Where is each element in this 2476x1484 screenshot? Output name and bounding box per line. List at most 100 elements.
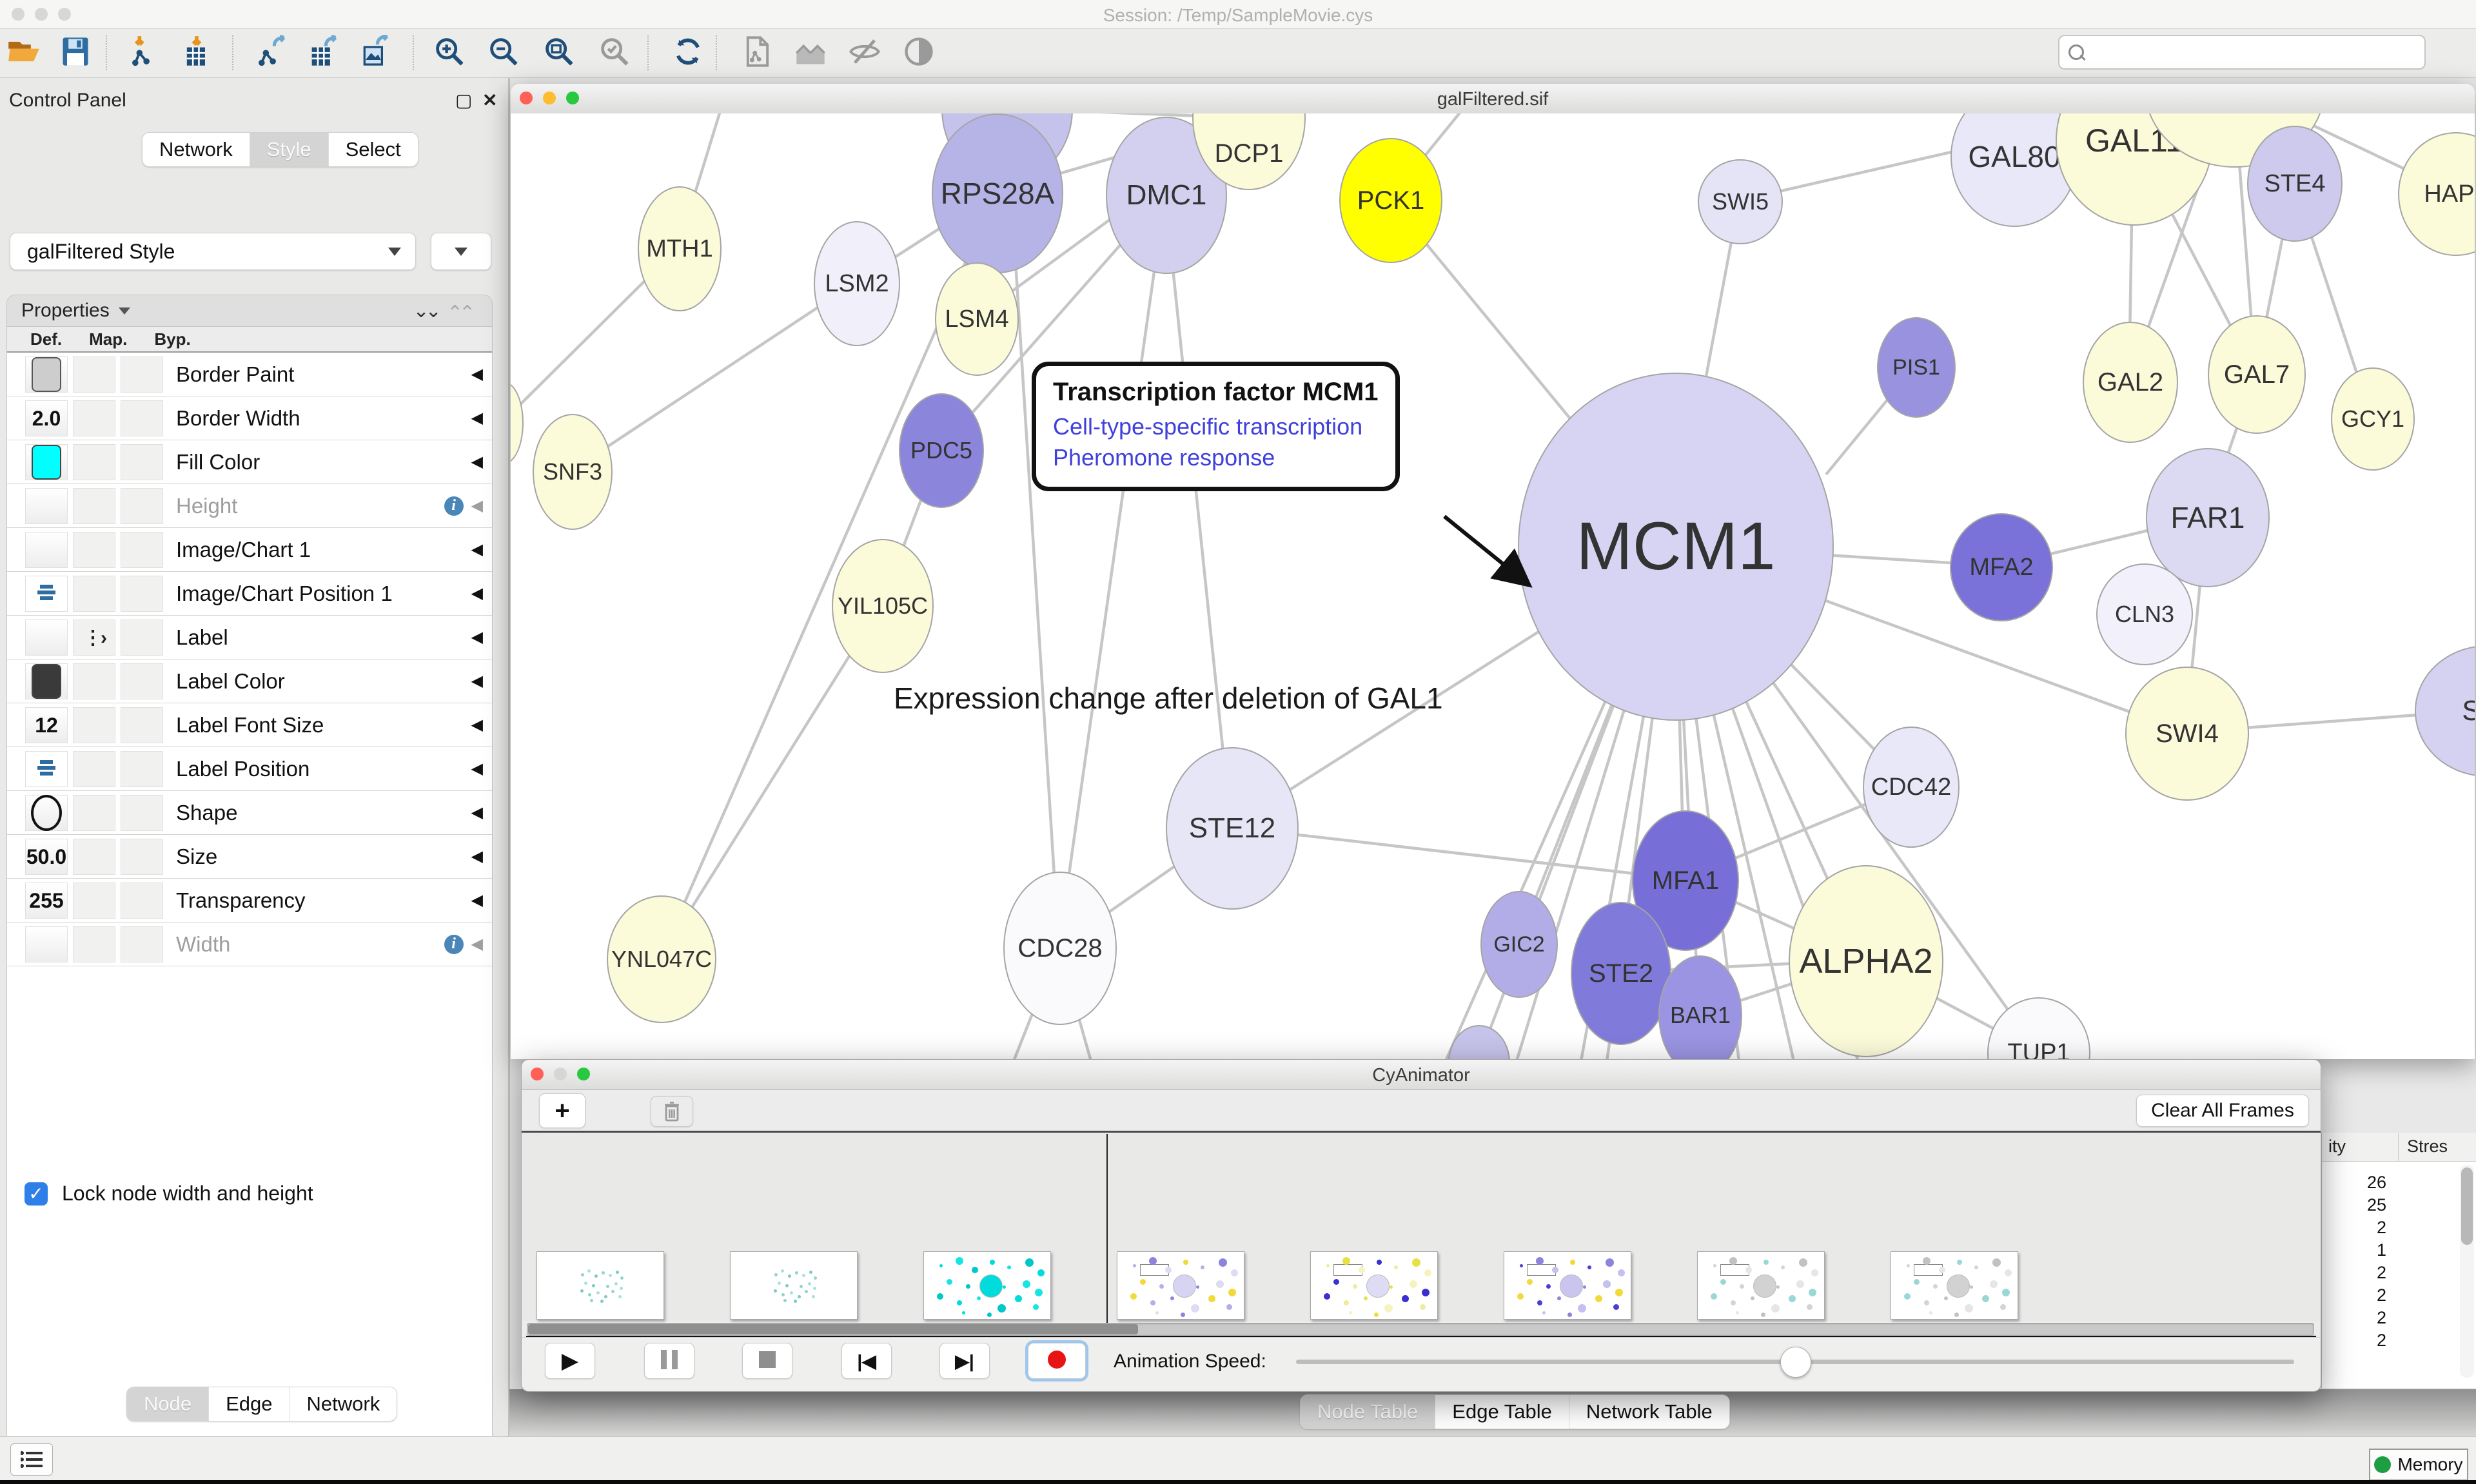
expand-property-icon[interactable]: ◀: [471, 585, 483, 602]
style-tab-network[interactable]: Network: [290, 1387, 397, 1421]
default-cell[interactable]: 50.0: [25, 839, 68, 875]
expand-property-icon[interactable]: ◀: [471, 541, 483, 558]
bypass-cell[interactable]: [121, 883, 163, 919]
mapping-cell[interactable]: [73, 576, 115, 612]
maximize-icon[interactable]: [566, 92, 579, 104]
delete-frame-button[interactable]: [651, 1096, 693, 1127]
zoom-fit-button[interactable]: [540, 34, 578, 72]
network-node-MTH1[interactable]: MTH1: [638, 186, 722, 311]
show-all-button[interactable]: [900, 34, 938, 72]
property-row-fill-color[interactable]: Fill Color ◀: [7, 440, 492, 484]
open-session-button[interactable]: [5, 34, 43, 72]
bypass-cell[interactable]: [121, 795, 163, 831]
network-node-STE4[interactable]: STE4: [2247, 126, 2343, 242]
minimize-icon[interactable]: [543, 92, 556, 104]
bypass-cell[interactable]: [121, 751, 163, 787]
network-node-FAR1[interactable]: FAR1: [2146, 448, 2270, 587]
position-icon[interactable]: [35, 585, 57, 603]
network-node-RPS28A[interactable]: RPS28A: [932, 113, 1063, 273]
style-tab-node[interactable]: Node: [127, 1387, 210, 1421]
ellipse-shape-icon[interactable]: [31, 795, 62, 831]
mapping-cell[interactable]: ⋮›: [73, 620, 115, 656]
network-window-titlebar[interactable]: galFiltered.sif: [511, 84, 2475, 114]
group-nodes-button[interactable]: [792, 34, 829, 72]
frame-thumbnail-7[interactable]: [1697, 1251, 1825, 1320]
zoom-selected-button[interactable]: [596, 34, 633, 72]
default-cell[interactable]: [25, 751, 68, 787]
network-node-DMC1[interactable]: DMC1: [1106, 117, 1227, 274]
cyanimator-timeline[interactable]: 0123456789 Seconds: [522, 1133, 2320, 1396]
property-row-border-paint[interactable]: Border Paint ◀: [7, 353, 492, 396]
discrete-mapping-icon[interactable]: ⋮›: [83, 627, 107, 649]
expand-property-icon[interactable]: i ◀: [444, 923, 483, 966]
close-icon[interactable]: [531, 1068, 544, 1080]
expand-property-icon[interactable]: i ◀: [444, 484, 483, 527]
default-cell[interactable]: [25, 488, 68, 524]
expand-property-icon[interactable]: ◀: [471, 672, 483, 690]
network-file-button[interactable]: [739, 34, 776, 72]
column-header[interactable]: ity: [2328, 1137, 2346, 1156]
maximize-icon[interactable]: [577, 1068, 590, 1080]
timeline-playhead[interactable]: [1106, 1134, 1108, 1336]
mapping-cell[interactable]: [73, 444, 115, 480]
mapping-cell[interactable]: [73, 488, 115, 524]
zoom-out-button[interactable]: [485, 34, 522, 72]
network-node-GAL2[interactable]: GAL2: [2083, 322, 2178, 443]
network-node-GCY1[interactable]: GCY1: [2331, 367, 2415, 471]
mapping-cell[interactable]: [73, 356, 115, 393]
default-cell[interactable]: 12: [25, 707, 68, 743]
network-node-SNF3[interactable]: SNF3: [533, 414, 613, 530]
refresh-button[interactable]: [669, 34, 707, 72]
frame-thumbnail-3[interactable]: [923, 1251, 1051, 1320]
property-row-border-width[interactable]: 2.0 Border Width ◀: [7, 396, 492, 440]
network-node-PCK1[interactable]: PCK1: [1339, 138, 1442, 263]
expand-property-icon[interactable]: ◀: [471, 716, 483, 734]
property-row-label-position[interactable]: Label Position ◀: [7, 747, 492, 791]
frame-thumbnail-4[interactable]: [1117, 1251, 1244, 1320]
frame-thumbnail-5[interactable]: [1310, 1251, 1438, 1320]
record-button[interactable]: [1028, 1343, 1086, 1379]
bypass-cell[interactable]: [121, 444, 163, 480]
frame-thumbnail-6[interactable]: [1504, 1251, 1631, 1320]
position-icon[interactable]: [35, 760, 57, 778]
table-tab-network-table[interactable]: Network Table: [1569, 1395, 1729, 1429]
property-row-size[interactable]: 50.0 Size ◀: [7, 835, 492, 879]
zoom-in-button[interactable]: [431, 34, 468, 72]
network-node-YIL105C[interactable]: YIL105C: [832, 539, 934, 673]
expand-all-icon[interactable]: ⌄⌄: [413, 300, 441, 322]
network-node-STE2[interactable]: STE2: [1571, 902, 1671, 1045]
network-node-GIC2[interactable]: GIC2: [1480, 891, 1558, 998]
bypass-cell[interactable]: [121, 663, 163, 699]
zoom-window-icon[interactable]: [58, 8, 71, 21]
mapping-cell[interactable]: [73, 839, 115, 875]
save-session-button[interactable]: [57, 34, 94, 72]
network-node-CDC28[interactable]: CDC28: [1003, 872, 1117, 1025]
expand-property-icon[interactable]: ◀: [471, 892, 483, 909]
memory-button[interactable]: Memory: [2369, 1449, 2468, 1481]
properties-header[interactable]: Properties ⌄⌄ ⌄⌄: [7, 295, 492, 327]
lock-size-checkbox[interactable]: ✓: [25, 1182, 48, 1206]
network-node-BAR1[interactable]: BAR1: [1658, 955, 1742, 1059]
style-options-button[interactable]: [431, 233, 491, 270]
network-node-GAL7[interactable]: GAL7: [2208, 315, 2306, 434]
mapping-cell[interactable]: [73, 400, 115, 436]
clear-all-frames-button[interactable]: Clear All Frames: [2136, 1095, 2309, 1127]
frame-thumbnail-2[interactable]: [730, 1251, 858, 1320]
network-node-CLN3[interactable]: CLN3: [2096, 563, 2193, 665]
property-row-image-chart-1[interactable]: Image/Chart 1 ◀: [7, 528, 492, 572]
close-window-icon[interactable]: [12, 8, 25, 21]
network-node-PIS1[interactable]: PIS1: [1877, 317, 1956, 418]
property-row-image-chart-position-1[interactable]: Image/Chart Position 1 ◀: [7, 572, 492, 616]
default-cell[interactable]: [25, 663, 68, 699]
default-cell[interactable]: [25, 795, 68, 831]
scrollbar-thumb[interactable]: [528, 1324, 1138, 1334]
annotation-box[interactable]: Transcription factor MCM1 Cell-type-spec…: [1032, 362, 1400, 491]
hide-selected-button[interactable]: [846, 34, 883, 72]
network-node-LSM2[interactable]: LSM2: [814, 221, 900, 346]
tab-select[interactable]: Select: [328, 133, 418, 166]
network-caption[interactable]: Expression change after deletion of GAL1: [894, 681, 1443, 715]
network-node-STE12[interactable]: STE12: [1166, 747, 1299, 910]
default-swatch[interactable]: [32, 445, 61, 480]
default-cell[interactable]: [25, 532, 68, 568]
default-swatch[interactable]: [32, 357, 61, 392]
